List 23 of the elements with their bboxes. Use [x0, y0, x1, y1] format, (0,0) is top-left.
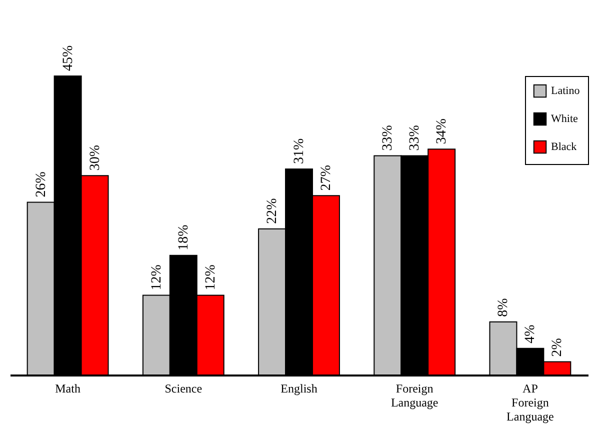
legend-label: Latino — [551, 85, 580, 97]
data-label: 12% — [203, 264, 218, 290]
x-tick-label: AP Foreign Language — [506, 382, 554, 424]
data-label: 30% — [88, 144, 103, 171]
data-label: 2% — [550, 338, 566, 357]
data-label: 31% — [292, 138, 307, 164]
x-tick-label: Math — [55, 382, 80, 396]
data-label: 27% — [318, 164, 334, 191]
x-tick-label: Science — [164, 382, 202, 396]
legend-label: White — [551, 113, 578, 125]
data-label: 4% — [523, 324, 538, 344]
data-label: 33% — [408, 124, 423, 151]
legend-label: Black — [551, 141, 578, 153]
data-label: 45% — [60, 45, 76, 71]
x-tick-label: English — [280, 382, 318, 396]
data-label: 18% — [176, 224, 192, 250]
x-tick-label: Foreign Language — [390, 382, 438, 410]
data-label: 26% — [34, 171, 49, 198]
data-label: 34% — [434, 118, 450, 144]
data-label: 12% — [149, 264, 164, 290]
data-label: 33% — [380, 124, 396, 151]
data-label: 8% — [496, 298, 512, 317]
data-label: 22% — [265, 198, 280, 224]
